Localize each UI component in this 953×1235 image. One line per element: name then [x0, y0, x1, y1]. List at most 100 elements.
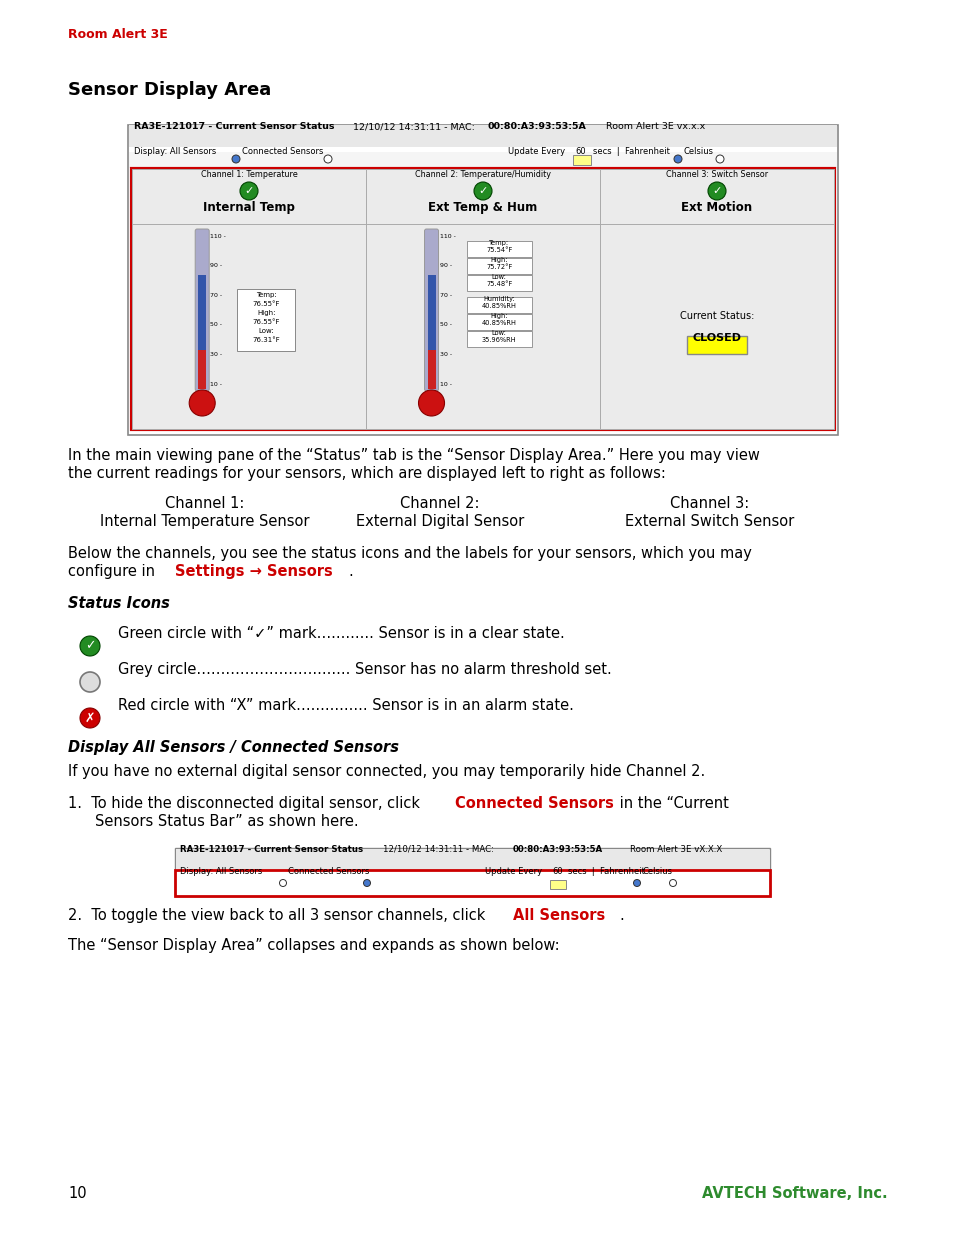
Circle shape	[474, 182, 492, 200]
Circle shape	[673, 156, 681, 163]
FancyBboxPatch shape	[466, 275, 531, 291]
Text: Display: All Sensors: Display: All Sensors	[180, 867, 262, 876]
Text: 12/10/12 14:31:11 - MAC:: 12/10/12 14:31:11 - MAC:	[382, 845, 494, 853]
Circle shape	[80, 708, 100, 727]
Text: Channel 1: Temperature: Channel 1: Temperature	[200, 170, 297, 179]
Text: .: .	[618, 908, 623, 923]
Text: ✓: ✓	[712, 186, 720, 196]
Text: Current Status:: Current Status:	[679, 311, 754, 321]
Text: 60: 60	[552, 867, 562, 876]
Text: 00:80:A3:93:53:5A: 00:80:A3:93:53:5A	[488, 122, 586, 131]
FancyBboxPatch shape	[132, 169, 833, 429]
Circle shape	[324, 156, 332, 163]
Text: Channel 3:: Channel 3:	[670, 496, 749, 511]
Text: ✓: ✓	[244, 186, 253, 196]
FancyBboxPatch shape	[599, 169, 833, 429]
FancyBboxPatch shape	[550, 881, 565, 889]
Text: All Sensors: All Sensors	[513, 908, 604, 923]
Text: The “Sensor Display Area” collapses and expands as shown below:: The “Sensor Display Area” collapses and …	[68, 939, 559, 953]
Text: 90 -: 90 -	[210, 263, 222, 268]
Text: 75.72°F: 75.72°F	[485, 264, 512, 270]
Text: Internal Temperature Sensor: Internal Temperature Sensor	[100, 514, 310, 529]
Text: Display All Sensors / Connected Sensors: Display All Sensors / Connected Sensors	[68, 740, 398, 755]
Text: Temp:: Temp:	[489, 240, 509, 246]
Circle shape	[189, 390, 215, 416]
Bar	[198, 350, 206, 389]
Text: .: .	[348, 564, 353, 579]
FancyBboxPatch shape	[366, 169, 599, 429]
Text: Room Alert 3E vX.X.X: Room Alert 3E vX.X.X	[629, 845, 721, 853]
Text: 90 -: 90 -	[439, 263, 451, 268]
Text: Celsius: Celsius	[642, 867, 672, 876]
Text: 60: 60	[575, 147, 585, 156]
Circle shape	[232, 156, 240, 163]
Text: High:: High:	[490, 257, 507, 263]
Text: 76.55°F: 76.55°F	[253, 319, 280, 325]
Text: Channel 2:: Channel 2:	[400, 496, 479, 511]
Text: Update Every: Update Every	[484, 867, 541, 876]
Circle shape	[80, 672, 100, 692]
Text: 76.55°F: 76.55°F	[253, 301, 280, 308]
FancyBboxPatch shape	[686, 336, 746, 354]
Text: secs  |  Fahrenheit: secs | Fahrenheit	[567, 867, 644, 876]
Text: AVTECH Software, Inc.: AVTECH Software, Inc.	[701, 1186, 887, 1200]
Circle shape	[363, 879, 370, 887]
Text: ✗: ✗	[85, 711, 95, 725]
Circle shape	[707, 182, 725, 200]
Text: RA3E-121017 - Current Sensor Status: RA3E-121017 - Current Sensor Status	[133, 122, 335, 131]
Text: Low:: Low:	[491, 330, 506, 336]
Text: Grey circle……………………........ Sensor has no alarm threshold set.: Grey circle……………………........ Sensor has n…	[118, 662, 611, 677]
Text: 10 -: 10 -	[439, 382, 451, 387]
Text: 30 -: 30 -	[439, 352, 451, 357]
Text: Celsius: Celsius	[683, 147, 713, 156]
Text: in the “Current: in the “Current	[615, 797, 728, 811]
Text: Humidity:: Humidity:	[483, 296, 515, 303]
Text: In the main viewing pane of the “Status” tab is the “Sensor Display Area.” Here : In the main viewing pane of the “Status”…	[68, 448, 760, 463]
Text: Low:: Low:	[258, 329, 274, 333]
FancyBboxPatch shape	[174, 869, 769, 897]
Text: Sensors Status Bar” as shown here.: Sensors Status Bar” as shown here.	[95, 814, 358, 829]
Text: Settings → Sensors: Settings → Sensors	[174, 564, 333, 579]
Text: 40.85%RH: 40.85%RH	[481, 320, 516, 326]
Text: Ext Motion: Ext Motion	[680, 201, 752, 214]
Text: Display: All Sensors: Display: All Sensors	[133, 147, 216, 156]
Text: configure in: configure in	[68, 564, 159, 579]
FancyBboxPatch shape	[129, 125, 836, 147]
Text: 70 -: 70 -	[210, 293, 222, 298]
Text: 76.31°F: 76.31°F	[253, 337, 280, 343]
Circle shape	[418, 390, 444, 416]
Text: 2.  To toggle the view back to all 3 sensor channels, click: 2. To toggle the view back to all 3 sens…	[68, 908, 490, 923]
Text: 50 -: 50 -	[439, 322, 451, 327]
Text: Room Alert 3E: Room Alert 3E	[68, 28, 168, 41]
FancyBboxPatch shape	[175, 848, 768, 869]
Text: 10: 10	[68, 1186, 87, 1200]
Text: Red circle with “X” mark…............ Sensor is in an alarm state.: Red circle with “X” mark…............ Se…	[118, 698, 574, 713]
Text: the current readings for your sensors, which are displayed left to right as foll: the current readings for your sensors, w…	[68, 466, 665, 480]
Text: Channel 3: Switch Sensor: Channel 3: Switch Sensor	[665, 170, 767, 179]
Text: 110 -: 110 -	[439, 233, 455, 238]
FancyBboxPatch shape	[466, 296, 531, 312]
Circle shape	[80, 636, 100, 656]
FancyBboxPatch shape	[195, 228, 209, 391]
Text: Temp:: Temp:	[255, 291, 276, 298]
Circle shape	[279, 879, 286, 887]
Text: Green circle with “✓” mark…......... Sensor is in a clear state.: Green circle with “✓” mark…......... Sen…	[118, 626, 564, 641]
Text: Connected Sensors: Connected Sensors	[288, 867, 369, 876]
Text: 35.96%RH: 35.96%RH	[481, 337, 516, 343]
Text: Channel 2: Temperature/Humidity: Channel 2: Temperature/Humidity	[415, 170, 551, 179]
Circle shape	[240, 182, 257, 200]
FancyBboxPatch shape	[424, 228, 438, 391]
Text: If you have no external digital sensor connected, you may temporarily hide Chann: If you have no external digital sensor c…	[68, 764, 704, 779]
Circle shape	[669, 879, 676, 887]
Circle shape	[633, 879, 639, 887]
FancyBboxPatch shape	[132, 169, 366, 429]
Text: Update Every: Update Every	[507, 147, 564, 156]
Text: RA3E-121017 - Current Sensor Status: RA3E-121017 - Current Sensor Status	[180, 845, 363, 853]
Text: High:: High:	[256, 310, 275, 316]
Text: Low:: Low:	[491, 274, 506, 280]
Text: 40.85%RH: 40.85%RH	[481, 303, 516, 309]
Text: Below the channels, you see the status icons and the labels for your sensors, wh: Below the channels, you see the status i…	[68, 546, 751, 561]
Text: Sensor Display Area: Sensor Display Area	[68, 82, 271, 99]
Text: 75.48°F: 75.48°F	[485, 282, 512, 287]
Text: High:: High:	[490, 312, 507, 319]
